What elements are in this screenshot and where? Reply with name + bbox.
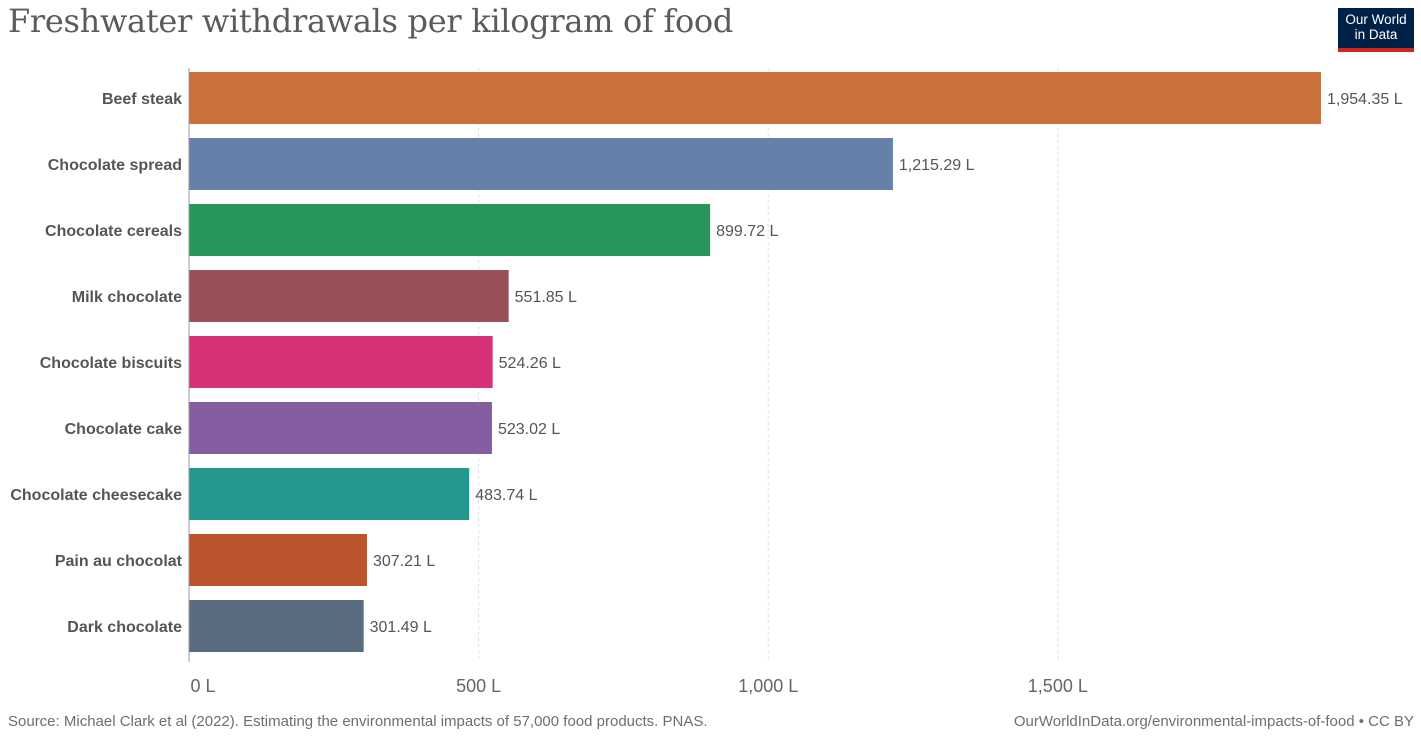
bar[interactable] — [189, 204, 711, 256]
chart-title: Freshwater withdrawals per kilogram of f… — [8, 2, 734, 40]
bar[interactable] — [189, 270, 509, 322]
bar[interactable] — [189, 72, 1321, 124]
category-label: Dark chocolate — [67, 619, 182, 636]
source-note: Source: Michael Clark et al (2022). Esti… — [8, 713, 708, 730]
bars — [189, 72, 1321, 652]
category-label: Chocolate biscuits — [40, 355, 182, 372]
bar[interactable] — [189, 468, 470, 520]
bar[interactable] — [189, 402, 492, 454]
category-label: Milk chocolate — [72, 289, 182, 306]
category-label: Chocolate cheesecake — [10, 487, 182, 504]
value-label: 899.72 L — [716, 223, 778, 240]
x-tick-label: 500 L — [456, 676, 501, 696]
x-tick-label: 1,500 L — [1028, 676, 1088, 696]
value-label: 1,215.29 L — [899, 157, 975, 174]
labels: Beef steak 1,954.35 L Chocolate spread 1,21… — [10, 91, 1402, 636]
value-label: 301.49 L — [370, 619, 432, 636]
category-label: Chocolate cereals — [45, 223, 182, 240]
category-label: Pain au chocolat — [55, 553, 183, 570]
category-label: Chocolate spread — [48, 157, 182, 174]
logo-line-2: in Data — [1354, 27, 1398, 42]
value-label: 523.02 L — [498, 421, 560, 438]
value-label: 483.74 L — [475, 487, 537, 504]
x-tick-label: 0 L — [190, 676, 215, 696]
source-url: OurWorldInData.org/environmental-impacts… — [1013, 713, 1414, 730]
bar[interactable] — [189, 534, 367, 586]
value-label: 1,954.35 L — [1327, 91, 1403, 108]
logo-line-1: Our World — [1345, 12, 1407, 27]
owid-logo[interactable]: Our World in Data — [1338, 8, 1414, 52]
bar[interactable] — [189, 600, 364, 652]
category-label: Beef steak — [102, 91, 182, 108]
category-label: Chocolate cake — [65, 421, 182, 438]
bar[interactable] — [189, 138, 893, 190]
x-axis: 0 L 500 L 1,000 L 1,500 L — [188, 68, 1088, 696]
bar[interactable] — [189, 336, 493, 388]
value-label: 524.26 L — [499, 355, 561, 372]
value-label: 551.85 L — [515, 289, 577, 306]
value-label: 307.21 L — [373, 553, 435, 570]
x-tick-label: 1,000 L — [738, 676, 798, 696]
